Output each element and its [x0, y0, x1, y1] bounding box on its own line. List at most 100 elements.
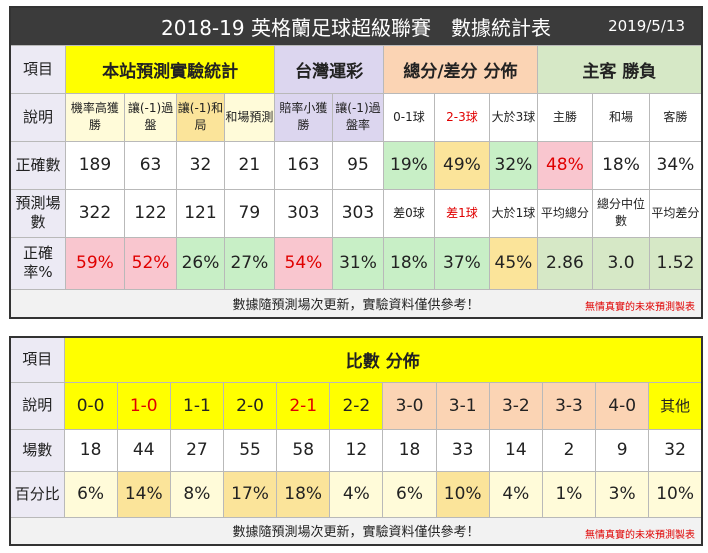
count-cell: 79 [223, 188, 276, 238]
count-cell: 55 [222, 428, 278, 472]
section-home-away: 主客 勝負 [536, 44, 703, 94]
section-prediction-stats: 本站預測實驗統計 [65, 44, 276, 94]
score-cell: 1-0 [116, 381, 171, 430]
correct-cell: 48% [536, 140, 594, 190]
stats-table: 2018-19 英格蘭足球超級聯賽 數據統計表 2019/5/13 項目 本站預… [9, 6, 703, 319]
desc-cell: 讓(-1)過盤 [123, 92, 178, 142]
correct-cell: 49% [433, 140, 491, 190]
item-header: 項目 [9, 336, 65, 383]
section-score-distribution: 總分/差分 分佈 [383, 44, 538, 94]
desc-cell: 讓(-1)過盤率 [331, 92, 385, 142]
count-cell: 58 [276, 428, 331, 472]
percent-cell: 4% [488, 470, 543, 518]
score-cell: 2-0 [222, 381, 278, 430]
count-cell: 平均差分 [648, 188, 703, 238]
correct-cell: 163 [274, 140, 333, 190]
correct-cell: 34% [648, 140, 703, 190]
percent-cell: 8% [169, 470, 224, 518]
correct-cell: 189 [65, 140, 125, 190]
correct-cell: 63 [123, 140, 178, 190]
row-label-correct: 正確數 [9, 140, 67, 190]
correct-cell: 95 [331, 140, 385, 190]
score-cell: 2-2 [329, 381, 384, 430]
count-cell: 27 [169, 428, 224, 472]
percent-cell: 10% [648, 470, 703, 518]
score-cell: 4-0 [595, 381, 650, 430]
percent-cell: 14% [116, 470, 171, 518]
date-label: 2019/5/13 [608, 17, 685, 35]
rate-cell: 2.86 [536, 236, 594, 290]
percent-cell: 10% [435, 470, 490, 518]
correct-cell: 18% [592, 140, 650, 190]
desc-cell: 0-1球 [383, 92, 435, 142]
percent-cell: 17% [222, 470, 278, 518]
count-cell: 122 [123, 188, 178, 238]
count-cell: 303 [274, 188, 333, 238]
desc-cell: 和場預測 [223, 92, 276, 142]
count-cell: 18 [63, 428, 118, 472]
count-cell: 總分中位數 [592, 188, 650, 238]
percent-cell: 6% [382, 470, 437, 518]
section-score-ratio: 比數 分佈 [63, 336, 703, 383]
correct-cell: 32 [176, 140, 225, 190]
rate-cell: 3.0 [592, 236, 650, 290]
rate-cell: 26% [176, 236, 225, 290]
percent-cell: 6% [63, 470, 118, 518]
correct-cell: 21 [223, 140, 276, 190]
rate-cell: 31% [331, 236, 385, 290]
item-header: 項目 [9, 44, 67, 94]
count-cell: 平均總分 [536, 188, 594, 238]
score-cell: 3-1 [435, 381, 490, 430]
score-cell: 1-1 [169, 381, 224, 430]
desc-cell: 客勝 [648, 92, 703, 142]
count-cell: 121 [176, 188, 225, 238]
rate-cell: 18% [383, 236, 435, 290]
row-label-count: 場數 [9, 428, 65, 472]
score-cell: 0-0 [63, 381, 118, 430]
row-label-desc: 說明 [9, 92, 67, 142]
count-cell: 9 [595, 428, 650, 472]
footer-note: 無情真實的未來預測製表 [585, 529, 695, 541]
score-cell: 3-3 [541, 381, 597, 430]
footer-disclaimer: 數據隨預測場次更新，實驗資料僅供參考！ [232, 525, 480, 541]
table2-footer: 數據隨預測場次更新，實驗資料僅供參考！ 無情真實的未來預測製表 [9, 516, 703, 546]
desc-cell: 和場 [592, 92, 650, 142]
count-cell: 差1球 [433, 188, 491, 238]
desc-cell: 賠率小獲勝 [274, 92, 333, 142]
score-cell: 2-1 [276, 381, 331, 430]
row-label-rate: 正確率% [9, 236, 67, 290]
score-distribution-table: 項目 比數 分佈 說明 0-0 1-0 1-1 2-0 2-1 2-2 3-0 … [9, 336, 703, 546]
percent-cell: 18% [276, 470, 331, 518]
correct-cell: 32% [489, 140, 538, 190]
count-cell: 大於1球 [489, 188, 538, 238]
count-cell: 18 [382, 428, 437, 472]
row-label-desc: 說明 [9, 381, 65, 430]
desc-cell: 機率高獲勝 [65, 92, 125, 142]
count-cell: 2 [541, 428, 597, 472]
row-label-percent: 百分比 [9, 470, 65, 518]
rate-cell: 54% [274, 236, 333, 290]
section-taiwan-lottery: 台灣運彩 [274, 44, 385, 94]
title-bar: 2018-19 英格蘭足球超級聯賽 數據統計表 2019/5/13 [9, 6, 703, 46]
table1-footer: 數據隨預測場次更新，實驗資料僅供參考！ 無情真實的未來預測製表 [9, 288, 703, 319]
count-cell: 14 [488, 428, 543, 472]
row-label-count: 預測場數 [9, 188, 67, 238]
percent-cell: 4% [329, 470, 384, 518]
percent-cell: 1% [541, 470, 597, 518]
desc-cell: 主勝 [536, 92, 594, 142]
rate-cell: 45% [489, 236, 538, 290]
count-cell: 33 [435, 428, 490, 472]
rate-cell: 59% [65, 236, 125, 290]
desc-cell: 讓(-1)和局 [176, 92, 225, 142]
count-cell: 322 [65, 188, 125, 238]
count-cell: 差0球 [383, 188, 435, 238]
desc-cell: 大於3球 [489, 92, 538, 142]
page-title: 2018-19 英格蘭足球超級聯賽 數據統計表 [161, 15, 551, 40]
desc-cell: 2-3球 [433, 92, 491, 142]
footer-note: 無情真實的未來預測製表 [585, 301, 695, 313]
footer-disclaimer: 數據隨預測場次更新，實驗資料僅供參考！ [232, 297, 480, 313]
count-cell: 32 [648, 428, 703, 472]
count-cell: 12 [329, 428, 384, 472]
score-cell: 其他 [648, 381, 703, 430]
score-cell: 3-2 [488, 381, 543, 430]
